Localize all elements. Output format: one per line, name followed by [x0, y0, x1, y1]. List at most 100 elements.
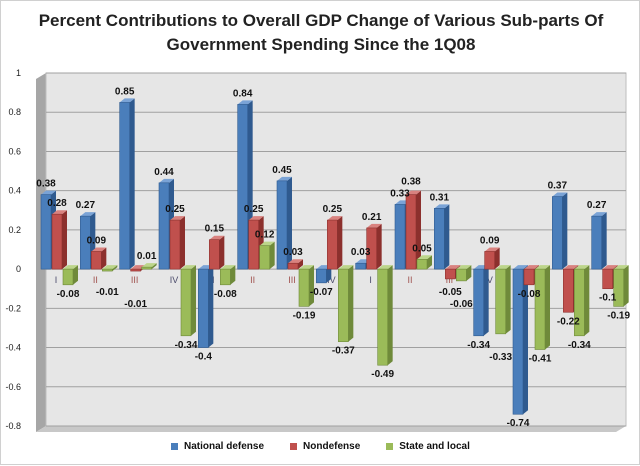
x-tick-label: III [288, 275, 296, 285]
bar-side [62, 210, 67, 270]
bar-side [505, 265, 511, 334]
bar-side [191, 265, 196, 336]
bar-side [208, 265, 214, 348]
legend-label: Nondefense [303, 441, 361, 452]
bar-top [170, 216, 185, 221]
bar-side [230, 265, 236, 285]
bar-top [248, 216, 264, 221]
bar [591, 215, 602, 270]
bar-top [524, 265, 539, 270]
y-tick-label: 0 [16, 264, 21, 274]
bar [91, 251, 102, 270]
bar [456, 268, 467, 282]
bar-side [112, 265, 118, 272]
bar [405, 194, 417, 270]
bar [158, 182, 170, 270]
bar-side [483, 265, 489, 336]
data-label: 0.38 [401, 177, 421, 188]
bar [602, 268, 613, 290]
bar-side [545, 265, 550, 350]
bar [298, 268, 310, 307]
bar [445, 268, 456, 280]
bar-top [552, 192, 568, 197]
bar-side [376, 223, 382, 270]
bar-top [456, 265, 472, 270]
bar [552, 196, 563, 270]
bar-side [180, 216, 185, 270]
bar [248, 219, 259, 270]
data-label: 0.84 [233, 88, 253, 99]
bar [495, 268, 506, 335]
x-tick-label: II [250, 275, 255, 285]
x-tick-label: I [55, 275, 58, 285]
data-label: 0.25 [244, 204, 264, 215]
bar [130, 268, 141, 272]
x-tick-label: II [93, 275, 98, 285]
bar [169, 219, 181, 270]
data-label: 0.03 [351, 247, 371, 258]
y-tick-label: 0.8 [8, 107, 21, 117]
bar [141, 266, 152, 270]
data-label: 0.09 [87, 235, 107, 246]
bar-side [584, 265, 590, 336]
bar-side [623, 265, 629, 307]
bar [40, 194, 52, 270]
bar-top [41, 190, 56, 195]
bar [51, 213, 63, 270]
bar-top [445, 265, 461, 270]
bar-top [613, 265, 629, 270]
bar-top [237, 100, 253, 105]
data-label: -0.4 [195, 352, 213, 363]
data-label: 0.09 [480, 235, 500, 246]
bar-top [119, 98, 135, 103]
y-tick-label: 0.2 [8, 225, 21, 235]
data-label: -0.08 [214, 289, 237, 300]
bar-side [562, 192, 568, 270]
bar-top [63, 265, 78, 270]
bar-top [209, 235, 225, 240]
data-label: -0.22 [557, 316, 580, 327]
bar-top [288, 259, 303, 264]
y-tick-label: 1 [16, 68, 21, 78]
bar-side [337, 216, 343, 270]
data-label: -0.1 [599, 293, 617, 304]
bar-top [434, 204, 450, 209]
legend-swatch [171, 443, 178, 450]
legend-item-nondefense: Nondefense [290, 441, 360, 452]
bar-top [299, 265, 314, 270]
bar-top [591, 212, 607, 217]
data-label: 0.85 [115, 86, 135, 97]
bar [355, 262, 366, 270]
legend-label: National defense [184, 441, 265, 452]
bar-side [466, 265, 472, 281]
floor [36, 426, 626, 432]
bar-top [277, 176, 292, 181]
data-label: 0.38 [36, 179, 56, 190]
bar-top [327, 216, 343, 221]
bar [377, 268, 388, 366]
data-label: 0.31 [430, 192, 450, 203]
data-label: -0.34 [175, 340, 198, 351]
bar-side [129, 98, 135, 270]
bar-top [220, 265, 236, 270]
bar [534, 268, 546, 350]
bar-side [416, 190, 421, 270]
chart-title: Percent Contributions to Overall GDP Cha… [1, 9, 640, 57]
bar-side [309, 265, 314, 307]
bar-side [326, 265, 332, 283]
bar-side [219, 235, 225, 270]
bar [119, 102, 130, 270]
bar [220, 268, 231, 286]
legend-swatch [290, 443, 298, 450]
bar [102, 268, 113, 272]
bar-side [444, 204, 450, 270]
chart-title-line-2: Government Spending Since the 1Q08 [166, 35, 476, 54]
data-label: 0.45 [272, 165, 292, 176]
data-label: -0.08 [57, 289, 80, 300]
bar-top [259, 241, 275, 246]
bar-top [338, 265, 354, 270]
bar [416, 259, 428, 270]
bar-top [80, 212, 96, 217]
bar [259, 245, 270, 270]
bar-top [181, 265, 196, 270]
